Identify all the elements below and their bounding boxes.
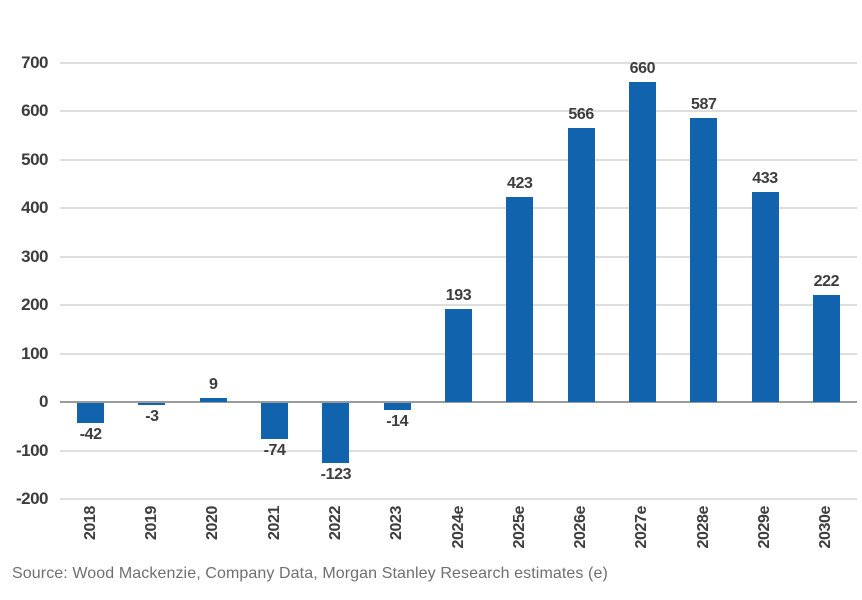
x-tick-label: 2019 — [142, 506, 160, 540]
y-tick-label: 500 — [21, 149, 48, 169]
x-tick-label: 2022 — [326, 506, 344, 540]
x-tick-label: 2030e — [817, 506, 835, 549]
bar-value-label: -3 — [145, 407, 159, 425]
source-caption: Source: Wood Mackenzie, Company Data, Mo… — [12, 565, 608, 582]
bar — [567, 127, 595, 403]
bar-value-label: 660 — [629, 60, 656, 78]
bar-value-label: 423 — [507, 175, 533, 193]
x-tick-label: 2026e — [572, 506, 590, 549]
bar — [445, 308, 472, 403]
bar-value-label: -123 — [320, 465, 352, 483]
bar-value-label: -42 — [79, 426, 102, 444]
gridline — [60, 62, 857, 64]
gridline — [60, 158, 857, 161]
y-tick-label: -200 — [15, 489, 49, 508]
gridline — [60, 498, 857, 500]
y-tick-label: 200 — [21, 295, 48, 315]
y-tick-label: 0 — [39, 392, 48, 412]
bar — [322, 403, 350, 463]
bar — [383, 403, 411, 410]
bar-value-label: 9 — [209, 375, 218, 393]
bar — [261, 403, 289, 439]
x-tick-label: 2027e — [633, 506, 651, 549]
bar — [690, 117, 718, 403]
plot-area: -42 -3 9 -74 -123 -14 193 423 566 660 587 433 222 — [60, 60, 857, 500]
x-tick-label: 2023 — [388, 506, 406, 540]
bar-value-label: 222 — [813, 272, 840, 290]
y-tick-label: 300 — [21, 246, 48, 266]
bar — [77, 403, 105, 424]
bar — [751, 192, 779, 403]
gridline — [60, 449, 857, 452]
x-tick-label: 2018 — [81, 506, 99, 540]
bar-value-label: 587 — [690, 95, 717, 113]
bar-value-label: -14 — [386, 412, 409, 430]
gridline — [60, 304, 857, 307]
x-tick-label: 2020 — [204, 506, 222, 540]
y-tick-label: 600 — [21, 101, 48, 121]
x-tick-label: 2029e — [756, 506, 774, 549]
bar — [138, 403, 166, 405]
bar-value-label: 193 — [445, 286, 472, 304]
bar-value-label: 566 — [568, 105, 594, 123]
y-tick-label: -100 — [15, 440, 49, 460]
bar-value-label: -74 — [263, 441, 286, 459]
y-tick-label: 400 — [21, 198, 48, 218]
zero-gridline — [60, 401, 857, 404]
y-tick-label: 700 — [21, 53, 48, 72]
x-tick-label: 2021 — [265, 506, 283, 540]
y-tick-label: 100 — [21, 343, 48, 363]
gridline — [60, 207, 857, 210]
x-tick-label: 2028e — [694, 506, 712, 549]
bar — [812, 294, 840, 403]
bar — [628, 82, 656, 403]
gridline — [60, 110, 857, 113]
gridline — [60, 255, 857, 258]
bar — [506, 197, 534, 403]
bar — [199, 397, 227, 403]
x-tick-label: 2025e — [510, 506, 528, 549]
x-tick-label: 2024e — [449, 506, 467, 549]
bar-value-label: 433 — [752, 170, 778, 188]
